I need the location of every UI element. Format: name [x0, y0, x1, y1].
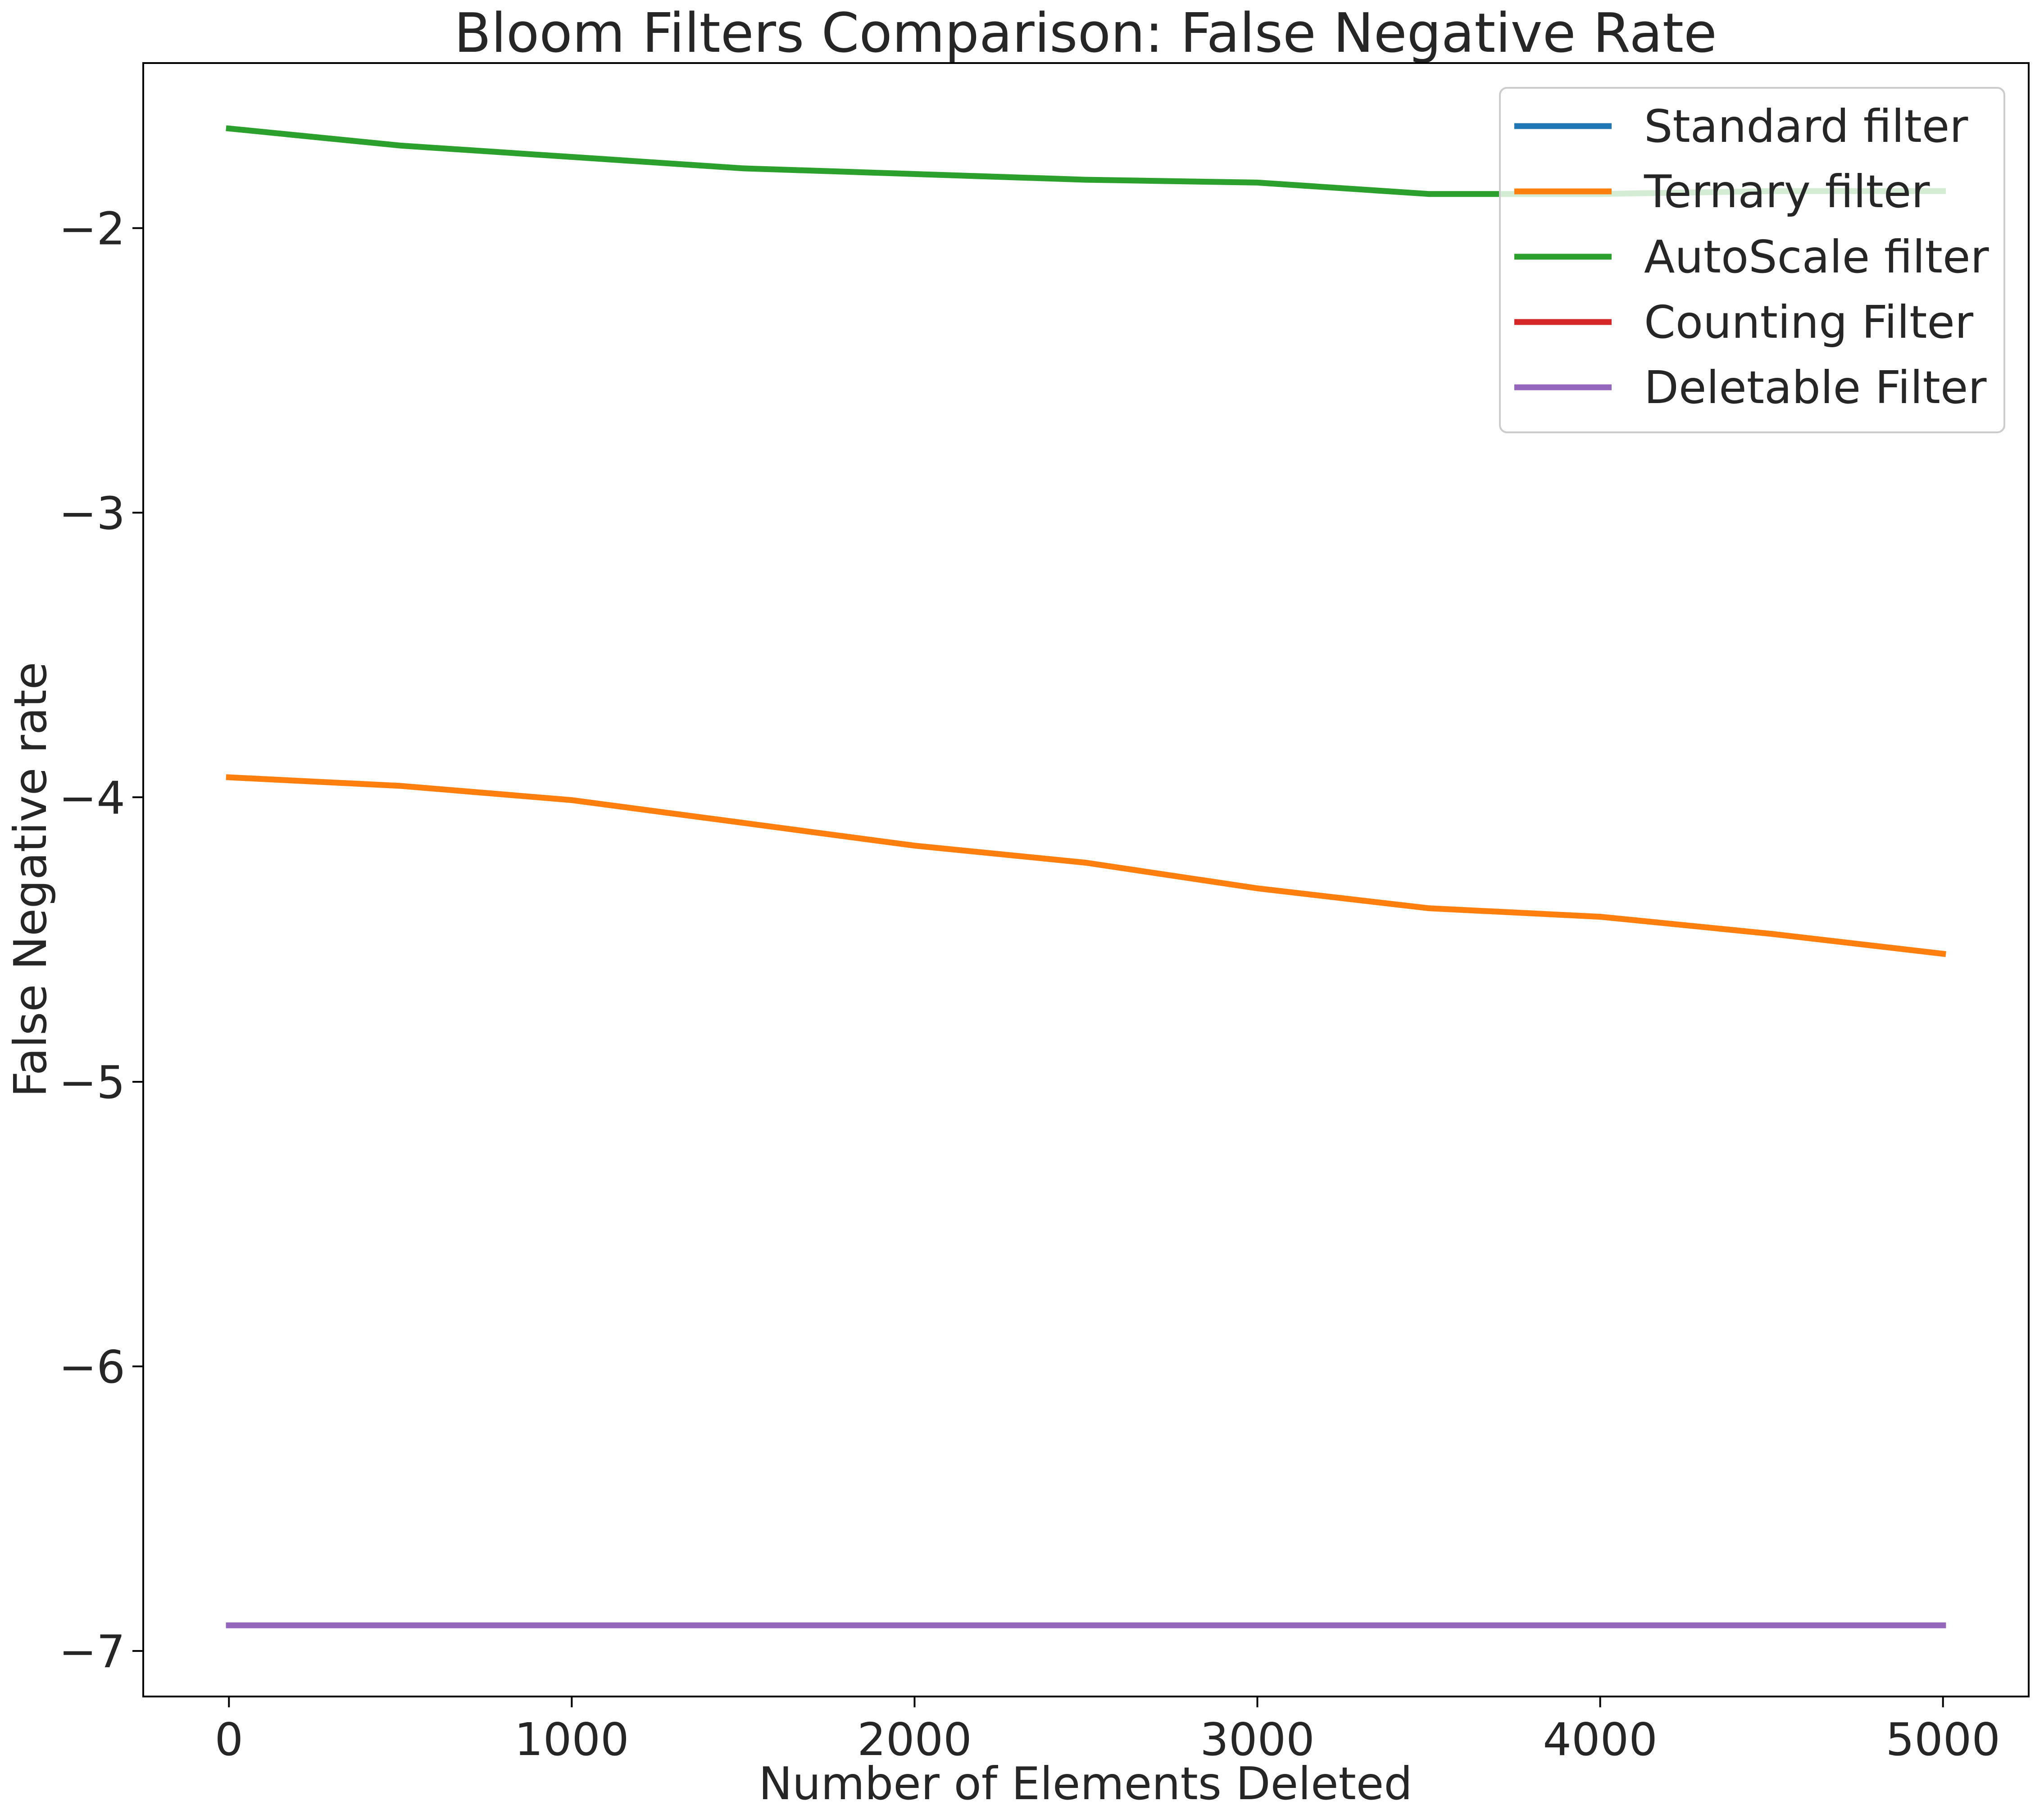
legend-label-standard-filter: Standard filter [1644, 100, 1968, 153]
legend-label-ternary-filter: Ternary filter [1644, 165, 1930, 218]
plot-frame [142, 62, 2030, 1697]
y-tick-label: −7 [59, 1625, 125, 1678]
legend-label-counting-filter: Counting Filter [1644, 296, 1974, 349]
y-tick-label: −2 [59, 202, 125, 255]
series-line-ternary-filter [226, 774, 1946, 957]
y-tick-label: −5 [59, 1056, 125, 1109]
x-tick-label: 3000 [1200, 1713, 1315, 1766]
x-tick-label: 4000 [1543, 1713, 1658, 1766]
y-axis-label: False Negative rate [4, 662, 57, 1098]
legend-label-autoscale-filter: AutoScale filter [1644, 231, 1989, 283]
y-tick-label: −6 [59, 1341, 125, 1393]
x-axis-ticks: 0 1000 2000 3000 4000 5000 [214, 1697, 2000, 1766]
series-layer [226, 125, 1946, 1628]
x-tick-label: 5000 [1885, 1713, 2000, 1766]
chart-title: Bloom Filters Comparison: False Negative… [454, 2, 1717, 65]
legend: Standard filter Ternary filter AutoScale f… [1499, 87, 2005, 433]
legend-box [1499, 87, 2005, 433]
y-tick-label: −4 [59, 771, 125, 824]
legend-label-deletable-filter: Deletable Filter [1644, 361, 1987, 414]
x-axis-label: Number of Elements Deleted [759, 1757, 1413, 1810]
x-tick-label: 2000 [857, 1713, 972, 1766]
y-tick-label: −3 [59, 487, 125, 540]
x-tick-label: 1000 [514, 1713, 629, 1766]
y-axis-ticks: −7 −6 −5 −4 −3 −2 [59, 202, 143, 1678]
x-tick-label: 0 [214, 1713, 243, 1766]
